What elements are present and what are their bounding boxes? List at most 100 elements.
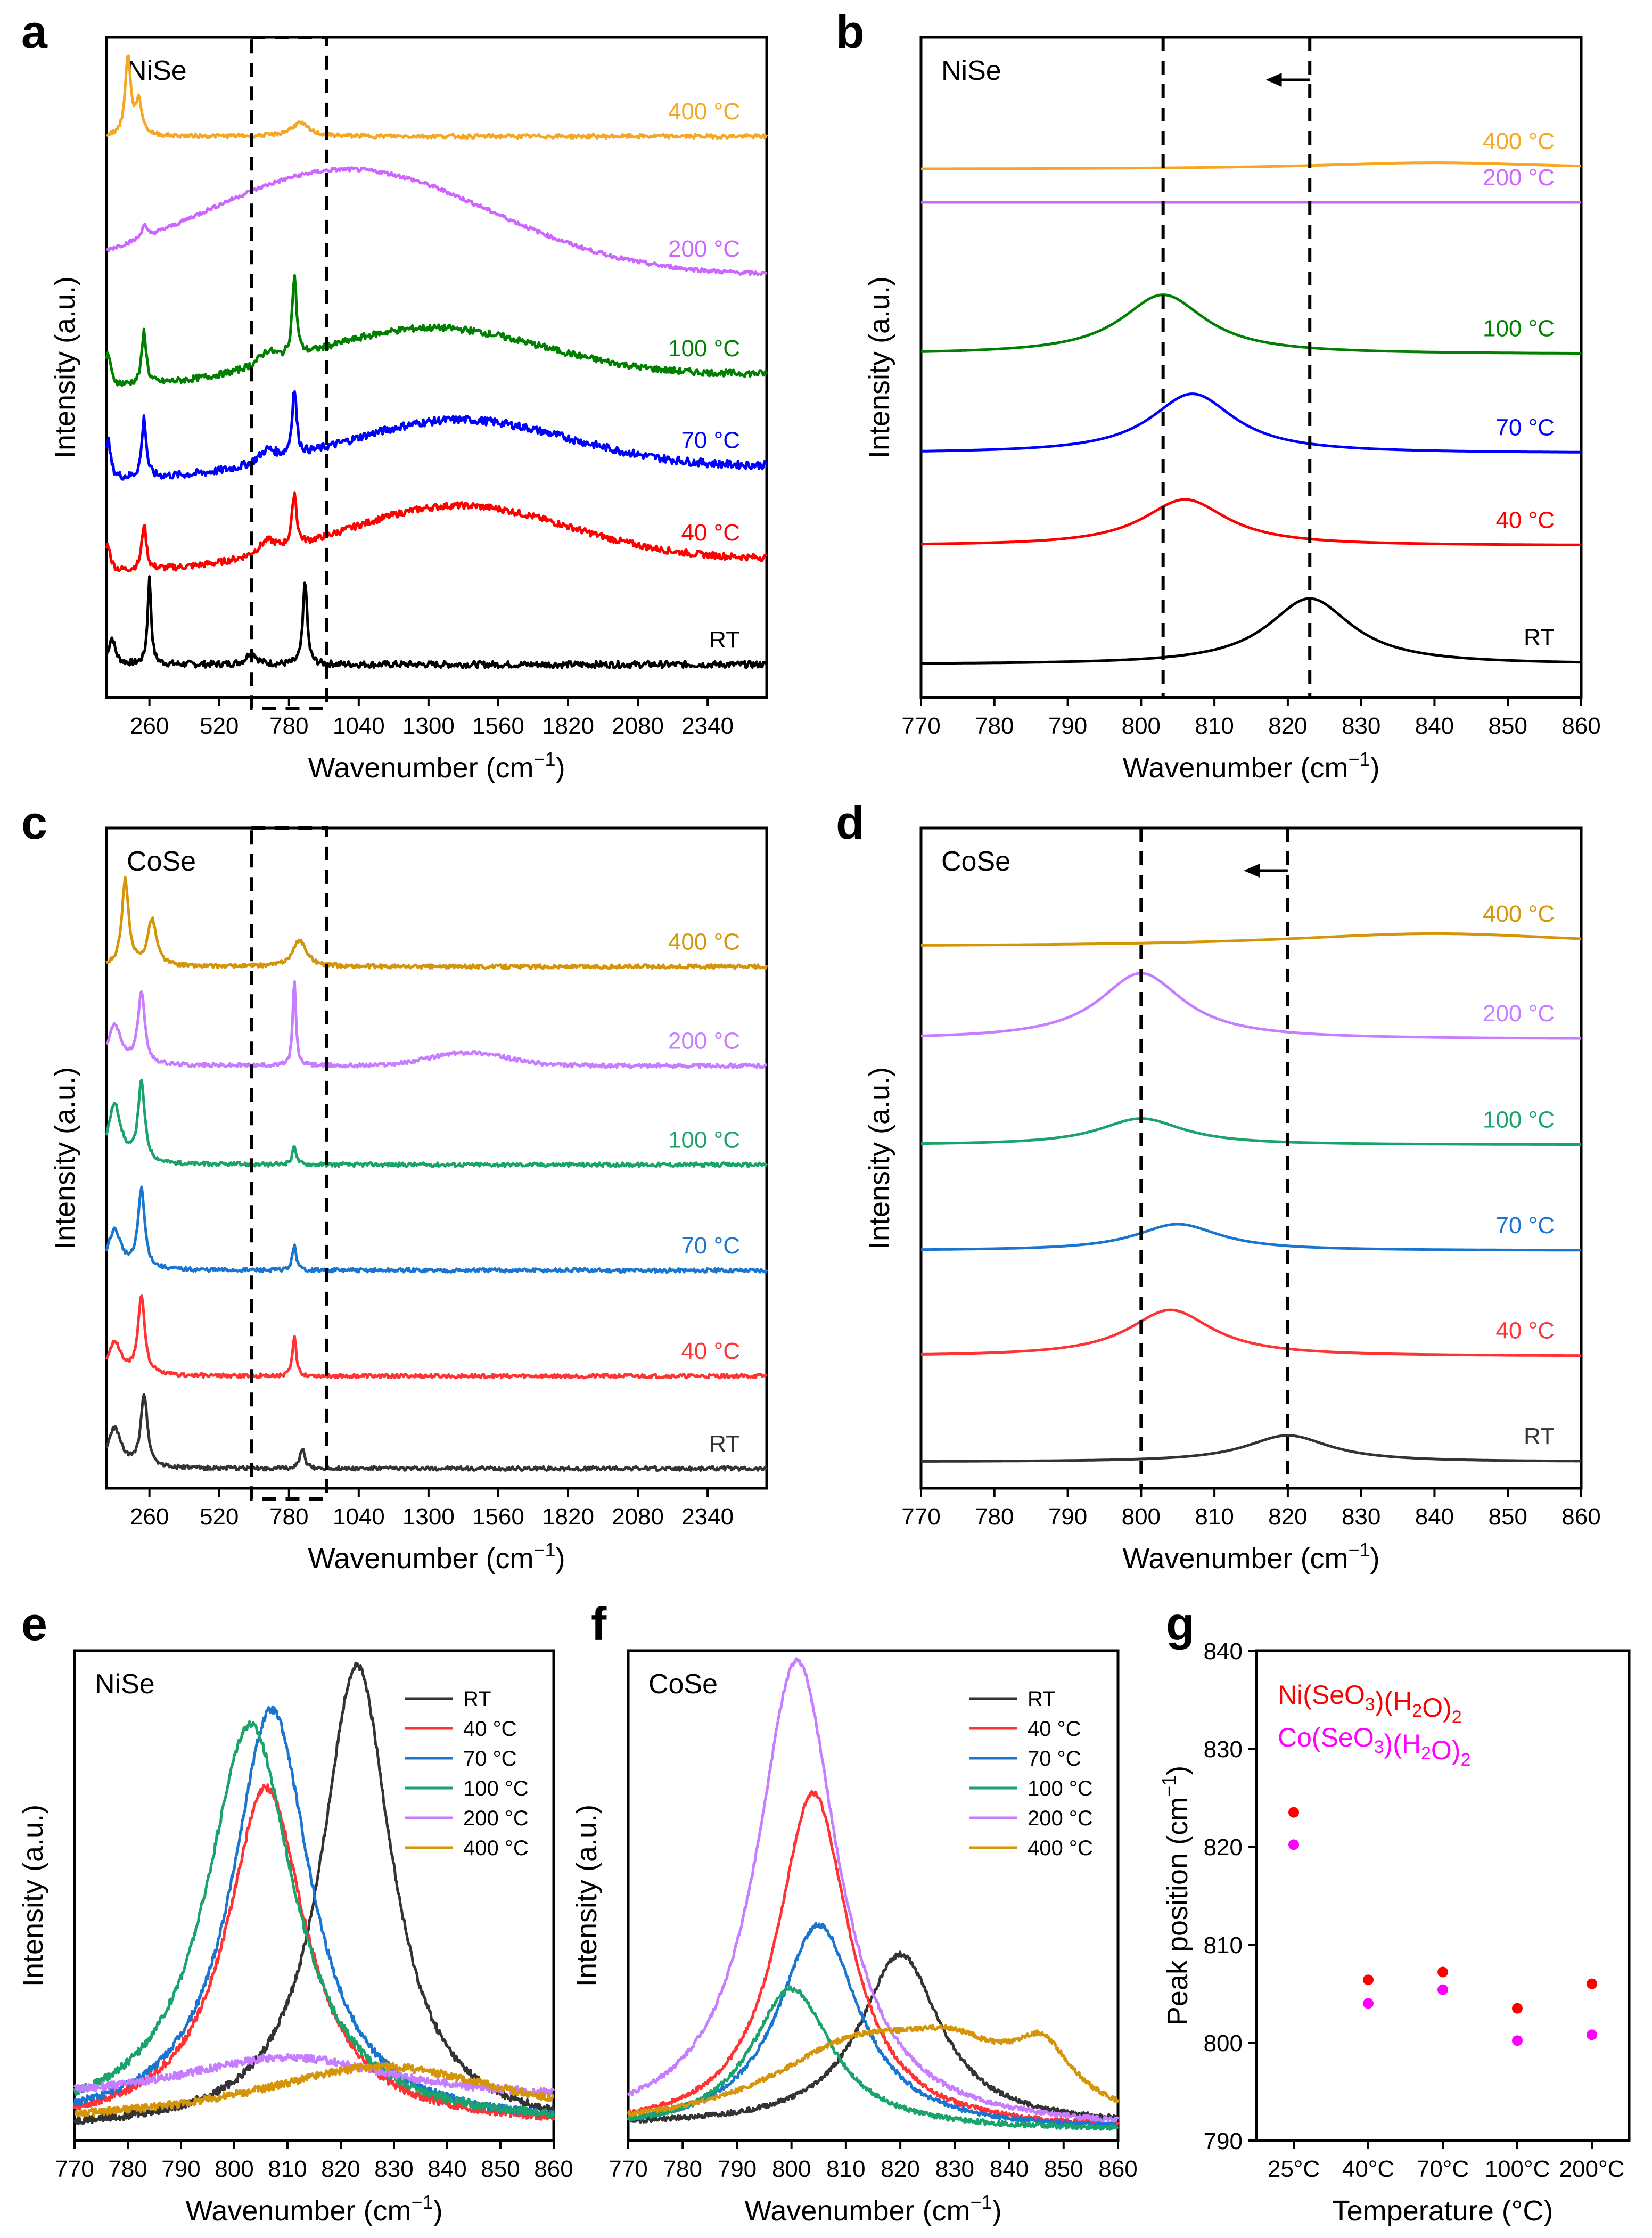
panel-c: 260 520 780 1040 1300 1560 1820 2080 2340 Wavenum…: [21, 796, 768, 1575]
trace-label: 40 °C: [681, 520, 740, 546]
trace-70 °C: [920, 1223, 1582, 1252]
x-tick-label: 780: [269, 713, 308, 739]
data-point: [1363, 1998, 1374, 2009]
zoom-region-box: [250, 36, 328, 710]
y-axis-label: Intensity (a.u.): [864, 276, 895, 458]
trace-label: 200 °C: [668, 1028, 740, 1054]
data-point: [1437, 1984, 1448, 1995]
sample-label: CoSe: [941, 846, 1010, 877]
x-tick-label: 260: [130, 713, 169, 739]
x-tick-label: 520: [200, 1504, 239, 1530]
trace-200 °C: [106, 166, 768, 276]
panel-label: e: [21, 1597, 47, 1650]
trace-70 °C: [105, 390, 767, 481]
trace-label: 100 °C: [668, 1127, 740, 1153]
trace-100 °C: [105, 1078, 768, 1168]
x-tick-label: 260: [130, 1504, 169, 1530]
trace-100 °C: [73, 1720, 555, 2119]
x-tick-label: 2340: [681, 1504, 734, 1530]
legend-subscript: 2: [1460, 1750, 1470, 1770]
trace-200 °C: [920, 972, 1582, 1040]
trace-40 °C: [105, 1294, 768, 1380]
x-tick-label: 1300: [402, 713, 455, 739]
panel-label: c: [21, 796, 47, 849]
x-tick-label: 780: [269, 1504, 308, 1530]
trace-label: RT: [709, 1431, 740, 1457]
trace-RT: [105, 575, 768, 669]
trace-label: 400 °C: [668, 929, 740, 955]
trace-400 °C: [105, 54, 768, 140]
legend-label: 400 °C: [463, 1837, 529, 1860]
x-tick-label: 830: [1342, 713, 1380, 739]
trace-label: 100 °C: [1483, 316, 1555, 342]
x-tick-label: 860: [1098, 2156, 1137, 2182]
y-axis-label: Intensity (a.u.): [571, 1805, 603, 1987]
trace-label: 400 °C: [1483, 128, 1555, 154]
x-tick-label: 850: [481, 2156, 520, 2182]
legend-label: 200 °C: [1028, 1807, 1093, 1830]
trace-100 °C: [627, 1985, 1119, 2131]
y-axis-label: Intensity (a.u.): [17, 1805, 49, 1987]
x-axis-label-sup: −1: [971, 2191, 992, 2213]
trace-label: 40 °C: [1495, 507, 1555, 533]
y-tick-label: 840: [1204, 1638, 1243, 1665]
x-tick-label: 1040: [333, 713, 385, 739]
legend-label: 70 °C: [463, 1747, 517, 1770]
trace-100 °C: [105, 274, 768, 387]
legend-label: Ni(SeO3)(H2O)2: [1278, 1680, 1462, 1727]
x-tick-label: 780: [975, 713, 1014, 739]
trace-400 °C: [105, 875, 768, 970]
x-tick-label: 840: [428, 2156, 466, 2182]
y-tick-label: 830: [1204, 1736, 1243, 1762]
x-tick-label: 840: [1415, 713, 1454, 739]
x-tick-label: 1820: [542, 1504, 594, 1530]
x-tick-label: 790: [1048, 713, 1087, 739]
panel-e: 770 780 790 800 810 820 830 840 850 860 Wavenumber…: [17, 1597, 573, 2227]
panel-f: 770 780 790 800 810 820 830 840 850 860 Wavenumber…: [571, 1597, 1138, 2227]
x-axis-label: Wavenumber (cm−1): [308, 748, 565, 784]
x-axis-label-end: ): [433, 2195, 443, 2227]
x-tick-label: 1040: [333, 1504, 385, 1530]
x-tick-label: 860: [534, 2156, 573, 2182]
data-point: [1363, 1974, 1374, 1986]
x-axis-label-sup: −1: [412, 2191, 433, 2213]
x-axis-label-end: ): [556, 1543, 565, 1575]
x-axis-label: Wavenumber (cm−1): [308, 1539, 565, 1575]
trace-label: RT: [709, 627, 740, 653]
y-tick-label: 810: [1204, 1932, 1243, 1958]
data-point: [1587, 1978, 1597, 1989]
sample-label: CoSe: [127, 846, 196, 877]
y-tick-label: 790: [1204, 2128, 1243, 2154]
data-point: [1288, 1839, 1299, 1850]
legend-part: O): [1422, 1693, 1452, 1723]
x-tick-label: 770: [901, 1504, 940, 1530]
trace-400 °C: [920, 161, 1582, 170]
x-tick-label: 820: [881, 2156, 919, 2182]
x-tick-label: 40°C: [1342, 2156, 1394, 2182]
panel-label: f: [591, 1597, 607, 1650]
y-tick-label: 820: [1204, 1834, 1243, 1860]
x-tick-label: 830: [374, 2156, 413, 2182]
legend-label: Co(SeO3)(H2O)2: [1278, 1723, 1470, 1770]
y-axis-label: Intensity (a.u.): [49, 276, 81, 458]
x-tick-label: 820: [1268, 1504, 1307, 1530]
legend-subscript: 2: [1452, 1707, 1462, 1727]
x-axis-label: Wavenumber (cm−1): [185, 2191, 442, 2227]
x-tick-label: 810: [1195, 1504, 1234, 1530]
panel-b: 770 780 790 800 810 820 830 840 850 860 Wavenumber…: [836, 5, 1601, 784]
x-tick-label: 1560: [472, 713, 524, 739]
legend-label: 70 °C: [1028, 1747, 1081, 1770]
x-tick-label: 780: [108, 2156, 147, 2182]
x-axis-label-end: ): [1370, 1543, 1380, 1575]
x-axis-label: Wavenumber (cm−1): [1122, 748, 1379, 784]
x-axis-label-end: ): [1370, 752, 1380, 784]
x-tick-label: 860: [1561, 713, 1600, 739]
x-tick-label: 820: [1268, 713, 1307, 739]
x-tick-label: 810: [268, 2156, 307, 2182]
panel-a: 260 520 780 1040 1300 1560 1820 2080 2340 Wavenum…: [21, 5, 768, 784]
y-axis-label-end: ): [1162, 1766, 1194, 1775]
trace-40 °C: [920, 1308, 1582, 1357]
plot-frame: [627, 1649, 1120, 2142]
x-axis-label-sup: −1: [534, 748, 556, 770]
x-tick-label: 860: [1561, 1504, 1600, 1530]
